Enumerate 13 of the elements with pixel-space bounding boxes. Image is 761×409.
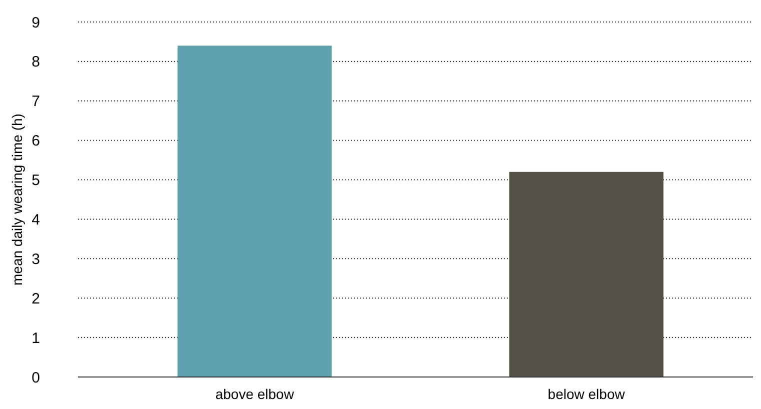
y-tick-label: 1 bbox=[32, 330, 40, 347]
y-tick-label: 6 bbox=[32, 132, 40, 150]
y-tick-label: 0 bbox=[32, 369, 40, 386]
y-tick-label: 8 bbox=[32, 54, 40, 71]
y-axis-title: mean daily wearing time (h) bbox=[9, 114, 25, 286]
x-tick-label: below elbow bbox=[548, 386, 626, 402]
y-tick-label: 9 bbox=[32, 14, 40, 32]
y-tick-label: 3 bbox=[32, 250, 40, 268]
y-tick-label: 5 bbox=[32, 172, 40, 190]
y-tick-label: 4 bbox=[32, 211, 40, 228]
y-tick-label: 7 bbox=[32, 93, 40, 110]
x-tick-label: above elbow bbox=[215, 386, 295, 402]
y-tick-label: 2 bbox=[32, 290, 40, 308]
